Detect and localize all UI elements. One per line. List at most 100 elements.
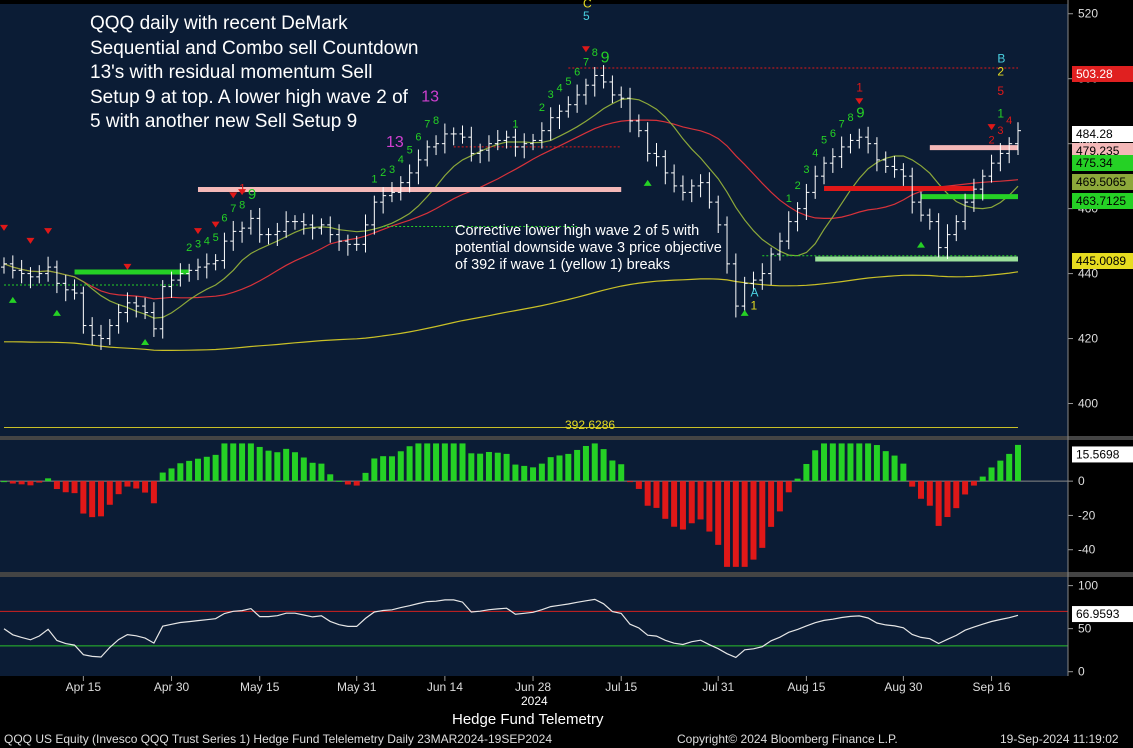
setup-count-label: 2 (989, 135, 995, 147)
y-tick-label: 420 (1078, 332, 1098, 346)
price-bar (1015, 122, 1021, 156)
setup-count-label: 9 (248, 186, 256, 203)
setup-count-label: 4 (1006, 115, 1012, 127)
histogram-bar (1006, 453, 1013, 482)
wave-label: 5 (583, 9, 590, 23)
x-tick-label: Jun 14 (427, 680, 463, 694)
ma-fast-line (3, 97, 1019, 319)
rsi-line (3, 598, 1019, 659)
histogram-bar (926, 481, 933, 506)
panel-divider (0, 572, 1133, 577)
price-bar (230, 220, 237, 251)
x-tick-label: Jun 28 (515, 680, 551, 694)
last-value-tag (1072, 446, 1133, 463)
histogram-bar (406, 446, 413, 482)
price-bar (821, 156, 828, 185)
wave-label: C (583, 0, 592, 10)
setup-count-label: 1 (371, 174, 377, 186)
price-bar (891, 156, 898, 178)
sell-arrow-icon (581, 46, 590, 53)
price-bar (688, 179, 695, 203)
histogram-bar (803, 463, 810, 482)
price-bar (485, 135, 492, 162)
last-value-tag (1072, 193, 1133, 209)
last-value-tag-label: 469.5065 (1076, 175, 1126, 189)
histogram-bar (741, 481, 748, 567)
y-tick-label: 50 (1078, 622, 1092, 636)
price-bar (115, 304, 122, 334)
sell-arrow-icon (0, 224, 8, 231)
price-bar (97, 324, 104, 350)
sell-arrow-icon (193, 228, 202, 235)
price-bar (724, 216, 731, 274)
histogram-bar (750, 481, 757, 560)
x-axis: Apr 15 Apr 30 May 15 May 31 Jun 14 Jun 28 Jul … (66, 0, 1069, 694)
histogram-bar (671, 481, 678, 527)
x-tick-label: May 31 (337, 680, 377, 694)
histogram-bar (821, 443, 828, 482)
histogram-bar (168, 468, 175, 482)
histogram-bar (944, 481, 951, 518)
histogram-bar (62, 481, 69, 493)
price-bar (45, 256, 52, 282)
histogram-bar (362, 472, 369, 482)
histogram-bar (627, 481, 634, 483)
histogram-bar (415, 443, 422, 482)
histogram-bar (662, 481, 669, 519)
histogram-bar (115, 481, 122, 495)
setup-count-label: 5 (565, 76, 571, 88)
setup-count-label: 2 (539, 102, 545, 114)
histogram-bar (300, 457, 307, 482)
histogram-bar (212, 454, 219, 482)
price-bar (697, 174, 704, 198)
price-bar (406, 164, 413, 193)
histogram-bar (679, 481, 686, 530)
histogram-bar (494, 452, 501, 482)
price-bar (53, 260, 60, 294)
histogram-bar (97, 481, 104, 517)
histogram-bar (512, 464, 519, 482)
price-bar (36, 265, 43, 284)
histogram-bar (485, 451, 492, 482)
histogram-bar (768, 481, 775, 527)
last-value-tag (1072, 155, 1133, 171)
setup-count-label: 1 (512, 118, 518, 130)
setup-count-label: 1 (786, 193, 792, 205)
wave-label: A (750, 285, 758, 299)
setup-count-label: 2 (795, 180, 801, 192)
histogram-bar (344, 481, 351, 485)
histogram-bar (759, 481, 766, 548)
histogram-bar (441, 443, 448, 482)
price-bar (679, 175, 686, 201)
histogram-bar (688, 481, 695, 524)
histogram-bar (230, 443, 237, 482)
countdown-13-label: 13 (386, 134, 404, 151)
ma-slow-line (4, 271, 1019, 351)
price-bar (27, 267, 34, 289)
price-bar (918, 191, 925, 222)
y-tick-label: 440 (1078, 267, 1098, 281)
price-bar (71, 279, 78, 300)
last-value-tag (1072, 253, 1133, 269)
setup-count-label: 4 (398, 154, 404, 166)
histogram-bar (565, 453, 572, 482)
x-tick-label: Aug 15 (787, 680, 825, 694)
price-bar (530, 133, 537, 151)
setup-count-label: 3 (548, 89, 554, 101)
price-bar (362, 214, 369, 253)
price-bar (768, 247, 775, 285)
setup-count-label: 4 (812, 148, 818, 160)
histogram-bar (71, 481, 78, 494)
buy-arrow-icon (917, 241, 926, 248)
histogram-bar (9, 481, 16, 484)
histogram-bar (221, 443, 228, 482)
wave-label: 1 (856, 81, 863, 95)
price-bar (812, 165, 819, 199)
price-bar (909, 167, 916, 214)
price-bar (468, 126, 475, 162)
price-panel: 4004204404604805005202345678912345678123… (0, 0, 1133, 440)
buy-arrow-icon (52, 309, 61, 316)
price-bar (935, 213, 942, 258)
price-bar (336, 224, 343, 251)
